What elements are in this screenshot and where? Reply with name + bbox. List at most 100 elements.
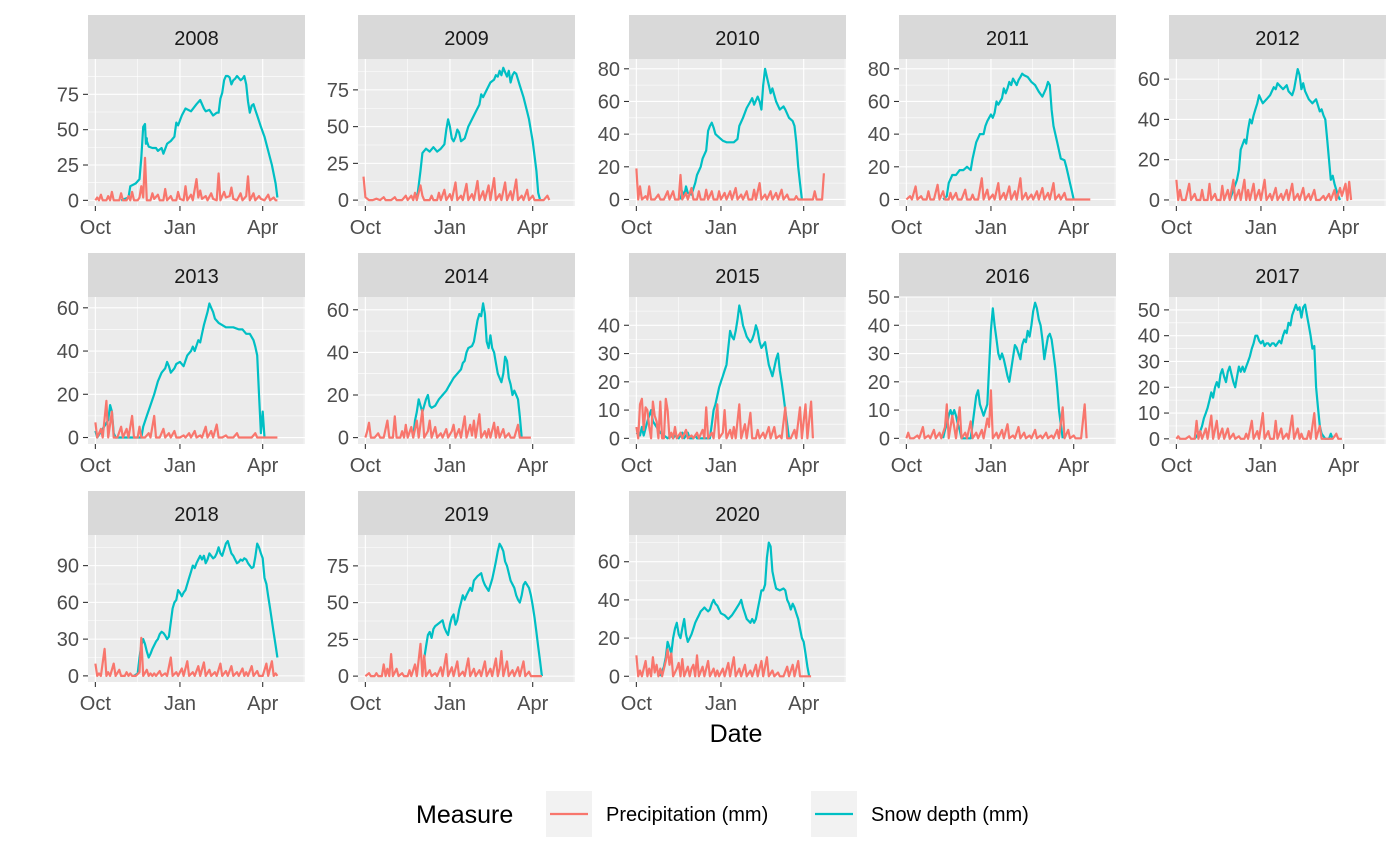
y-tick-label: 60 [598,552,620,574]
facet-panel-2015: 2015 0 10 20 30 40 Oct Jan Apr [598,253,846,477]
y-tick-label: 50 [1138,300,1160,322]
x-tick-label: Jan [434,693,466,715]
y-tick-label: 25 [327,153,349,175]
y-tick-label: 0 [609,189,620,211]
snow-depth-line [412,302,523,438]
y-tick-label: 0 [338,190,349,212]
x-tick-label: Oct [350,217,382,239]
facet-panel-2019: 2019 0 25 50 75 Oct Jan Apr [327,491,575,715]
x-tick-label: Oct [350,455,382,477]
x-tick-label: Oct [621,217,653,239]
y-tick-label: 25 [57,155,79,177]
snow-depth-line [659,541,811,677]
y-tick-label: 30 [868,344,890,366]
x-tick-label: Apr [1058,217,1089,239]
x-tick-label: Jan [1245,217,1277,239]
y-tick-label: 30 [57,629,79,651]
facet-strip-label: 2011 [986,28,1029,50]
y-tick-label: 0 [1149,190,1160,212]
facet-strip [358,253,575,297]
facet-strip [358,491,575,535]
y-tick-label: 60 [57,592,79,614]
panel-background [358,297,575,444]
x-tick-label: Jan [164,455,196,477]
panel-background [88,297,305,444]
y-tick-label: 75 [327,556,349,578]
facet-panel-2018: 2018 0 30 60 90 Oct Jan Apr [57,491,305,715]
y-tick-label: 0 [68,666,79,688]
facet-strip-label: 2010 [715,28,760,50]
y-tick-label: 40 [1138,109,1160,131]
x-tick-label: Jan [164,693,196,715]
facet-strip-label: 2018 [174,504,219,526]
y-tick-label: 40 [598,124,620,146]
precipitation-line [905,177,1091,201]
facet-strip [899,253,1116,297]
y-tick-label: 20 [598,628,620,650]
facet-strip [88,491,305,535]
facet-strip [358,15,575,59]
x-tick-label: Apr [517,455,548,477]
y-tick-label: 20 [1138,377,1160,399]
precipitation-line [94,636,279,677]
facet-panel-2017: 2017 0 10 20 30 40 50 Oct Jan Apr [1138,253,1386,477]
precipitation-line [635,168,825,201]
facet-panel-2011: 2011 0 20 40 60 80 Oct Jan Apr [868,15,1116,239]
x-tick-label: Oct [621,693,653,715]
facet-strip-label: 2009 [444,28,489,50]
x-tick-label: Apr [788,455,819,477]
legend-label: Snow depth (mm) [871,804,1029,826]
x-tick-label: Oct [1161,455,1193,477]
y-tick-label: 0 [1149,429,1160,451]
facet-strip [899,15,1116,59]
precipitation-line [635,397,814,440]
snow-depth-line [1193,303,1334,440]
y-tick-label: 60 [868,91,890,113]
x-tick-label: Apr [247,455,278,477]
y-tick-label: 50 [327,117,349,139]
snow-depth-line [635,304,791,440]
y-tick-label: 20 [868,372,890,394]
y-tick-label: 0 [879,189,890,211]
y-tick-label: 40 [1138,326,1160,348]
y-tick-label: 40 [598,590,620,612]
facet-panel-2009: 2009 0 25 50 75 Oct Jan Apr [327,15,575,239]
facet-strip-label: 2013 [174,266,219,288]
y-tick-label: 60 [598,91,620,113]
precipitation-line [362,176,551,202]
facet-panel-2008: 2008 0 25 50 75 Oct Jan Apr [57,15,305,239]
y-tick-label: 0 [68,190,79,212]
snow-depth-line [94,302,266,439]
facet-panel-2016: 2016 0 10 20 30 40 50 Oct Jan Apr [868,253,1116,477]
panel-background [1169,297,1386,444]
y-tick-label: 40 [868,315,890,337]
y-tick-label: 30 [1138,351,1160,373]
x-tick-label: Jan [1245,455,1277,477]
x-tick-label: Jan [164,217,196,239]
precipitation-line [1175,412,1342,440]
y-tick-label: 60 [327,300,349,322]
facet-strip-label: 2008 [174,28,219,50]
panel-background [899,297,1116,444]
y-tick-label: 50 [327,593,349,615]
x-tick-label: Oct [80,693,112,715]
legend-entry: Snow depth (mm) [811,791,1029,837]
y-tick-label: 40 [57,341,79,363]
x-tick-label: Oct [891,455,923,477]
facet-strip [88,253,305,297]
y-tick-label: 10 [598,400,620,422]
snow-depth-line [423,542,543,677]
x-axis-title: Date [710,720,763,748]
facet-strip [629,15,846,59]
x-tick-label: Jan [705,217,737,239]
y-tick-label: 20 [598,372,620,394]
x-tick-label: Apr [247,217,278,239]
x-tick-label: Apr [517,693,548,715]
y-tick-label: 0 [68,428,79,450]
x-tick-label: Apr [788,693,819,715]
x-tick-label: Jan [705,693,737,715]
precipitation-line [94,399,278,439]
x-tick-label: Apr [1328,455,1359,477]
